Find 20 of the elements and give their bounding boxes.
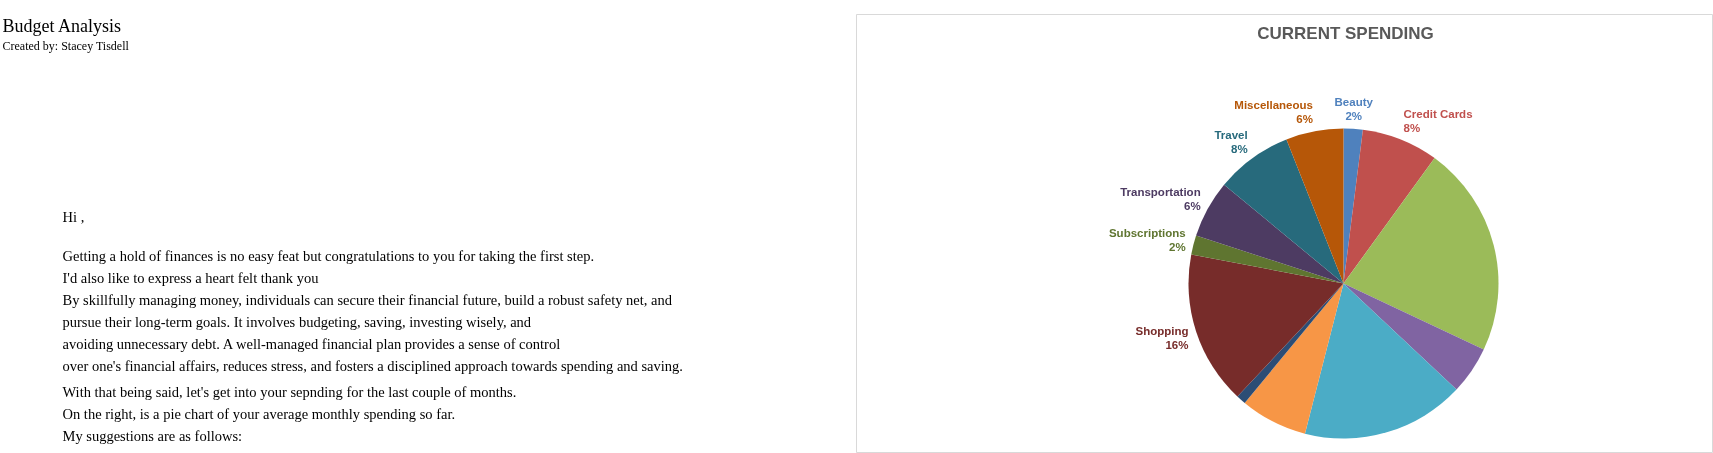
data-label: 2% — [1169, 240, 1186, 253]
data-label: 6% — [1296, 112, 1313, 125]
data-label: 16% — [1165, 338, 1189, 351]
data-label: 6% — [1184, 200, 1201, 213]
text: Budget Analysis — [2, 16, 122, 37]
text: With that being said, let's get into your sepnding for the last couple of months. On the right, is a pie chart of your average monthly spending so far. My suggestions are as follows: — [62, 383, 517, 444]
text: Hi , — [62, 209, 85, 226]
slice-label: Beauty — [1334, 95, 1374, 108]
data-label: 8% — [1403, 121, 1421, 134]
slice-label: Subscriptions — [1108, 226, 1186, 239]
data-label: 8% — [1231, 142, 1248, 155]
text: Created by: Stacey Tisdell — [2, 38, 130, 53]
slice-label: Shopping — [1135, 324, 1189, 337]
chart-title: CURRENT SPENDING — [1257, 24, 1434, 43]
data-label: 2% — [1345, 109, 1363, 122]
slice-label: Miscellaneous — [1234, 98, 1313, 111]
text: Getting a hold of finances is no easy feat but congratulations to you for taking the first step. I'd also like to express a heart felt thank you By skillfully managing money, individuals can secure their financial future, build a robust safety net, and pursue their long-term goals. It involves budgeting, saving, investing wisely, and avoiding unnecessary debt. A well-managed financial plan provides a sense of control over one's financial affairs, reduces stress, and fosters a disciplined approach towards spending and saving. — [62, 248, 683, 375]
slice-label: Credit Cards — [1403, 107, 1473, 120]
slice-label: Travel — [1214, 128, 1248, 141]
slice-label: Transportation — [1120, 186, 1201, 199]
